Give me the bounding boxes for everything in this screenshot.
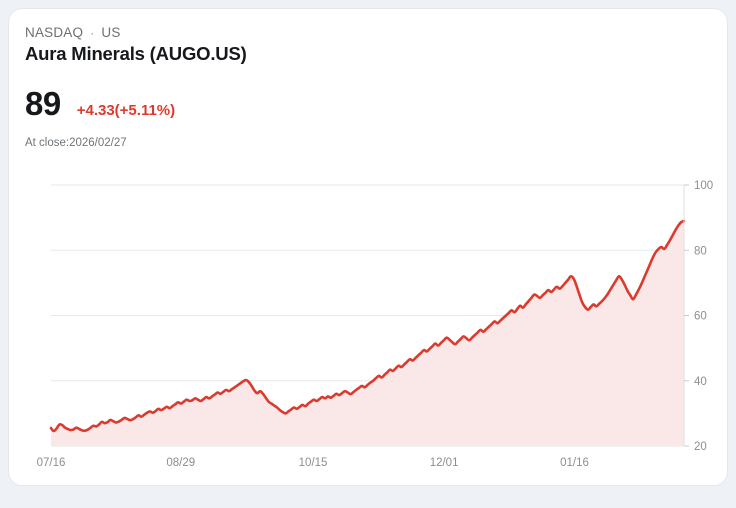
- chart-area-fill: [51, 220, 684, 446]
- price-value: 89: [25, 85, 61, 122]
- price-change: +4.33(+5.11%): [76, 102, 176, 119]
- svg-text:10/15: 10/15: [299, 457, 328, 469]
- svg-text:07/16: 07/16: [37, 457, 66, 469]
- stock-quote-card: NASDAQ · US Aura Minerals (AUGO.US) 89 +4.…: [8, 8, 728, 486]
- svg-text:20: 20: [694, 441, 707, 453]
- price-row: 89 +4.33(+5.11%): [25, 87, 175, 120]
- page-title: Aura Minerals (AUGO.US): [25, 43, 247, 64]
- svg-text:80: 80: [694, 245, 707, 257]
- svg-text:100: 100: [694, 180, 713, 192]
- chart-line: [49, 219, 686, 433]
- chart-y-tick-labels: 100 80 60 40 20: [694, 180, 713, 453]
- chart-y-axis: [683, 184, 689, 447]
- svg-text:08/29: 08/29: [166, 457, 195, 469]
- price-chart-svg: 100 80 60 40 20 07/16 08/29 10/15 12/01 01/16: [37, 180, 714, 469]
- chart-x-tick-labels: 07/16 08/29 10/15 12/01 01/16: [37, 457, 589, 469]
- separator-dot: ·: [90, 26, 95, 40]
- close-timestamp: At close:2026/02/27: [25, 137, 127, 149]
- price-chart[interactable]: 100 80 60 40 20 07/16 08/29 10/15 12/01 01/16: [9, 159, 727, 485]
- exchange-label: NASDAQ: [25, 25, 84, 40]
- region-label: US: [101, 25, 121, 40]
- svg-text:01/16: 01/16: [560, 457, 589, 469]
- svg-text:40: 40: [694, 376, 707, 388]
- svg-text:60: 60: [694, 311, 707, 323]
- exchange-region-row: NASDAQ · US: [25, 25, 121, 40]
- svg-text:12/01: 12/01: [430, 457, 459, 469]
